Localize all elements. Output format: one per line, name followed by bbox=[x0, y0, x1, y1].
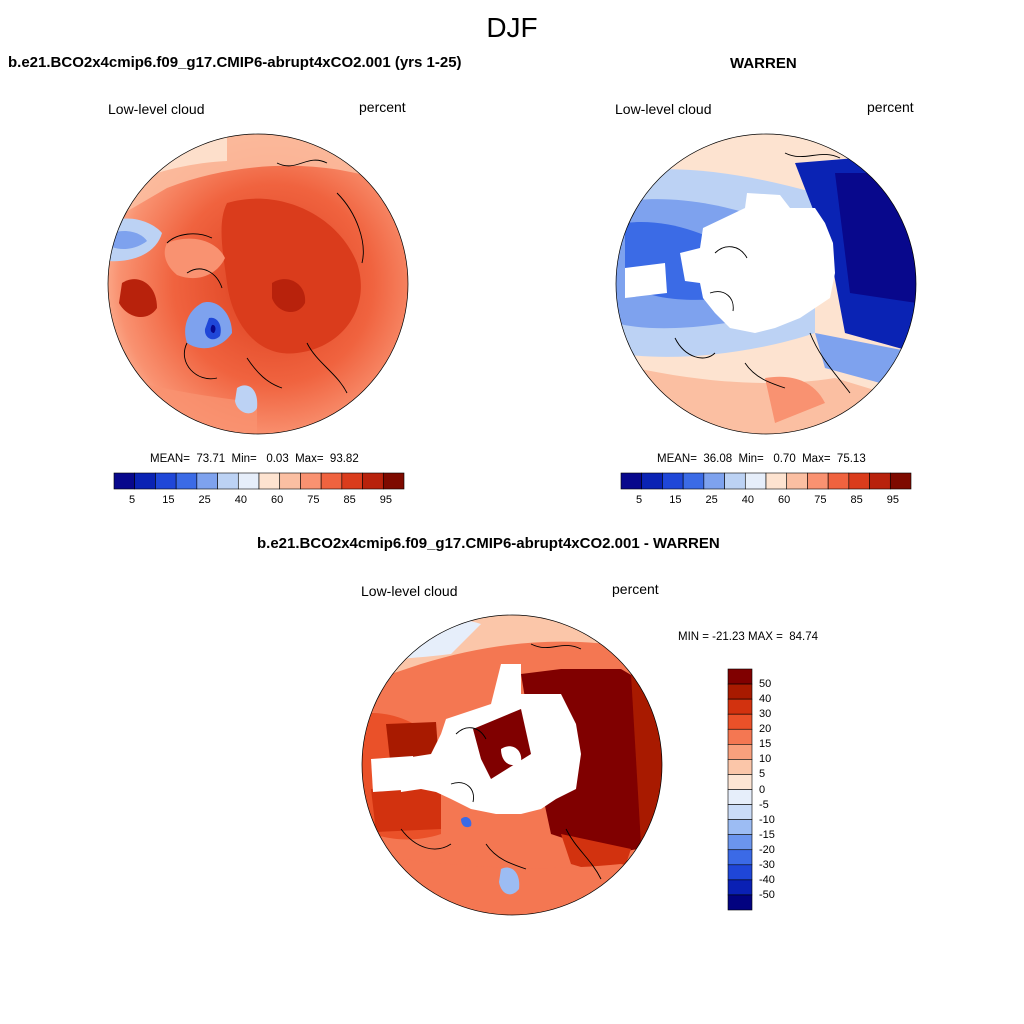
left-polar-map bbox=[107, 133, 409, 435]
colorbar-tick-label: -10 bbox=[759, 813, 775, 826]
right-polar-map bbox=[615, 133, 917, 435]
left-stats: MEAN= 73.71 Min= 0.03 Max= 93.82 bbox=[150, 453, 359, 465]
colorbar-swatch bbox=[341, 472, 363, 490]
colorbar-swatch bbox=[727, 683, 753, 700]
colorbar-swatch bbox=[807, 472, 829, 490]
colorbar-swatch bbox=[727, 819, 753, 835]
colorbar-swatch bbox=[237, 472, 260, 490]
colorbar-swatch bbox=[703, 472, 725, 490]
colorbar-swatch bbox=[869, 472, 891, 490]
colorbar-swatch bbox=[727, 774, 753, 790]
colorbar-swatch bbox=[620, 472, 643, 490]
right-units-label: percent bbox=[867, 99, 914, 115]
colorbar-tick-label: 15 bbox=[669, 494, 682, 506]
colorbar-tick-label: -50 bbox=[759, 888, 775, 901]
colorbar-swatch bbox=[727, 879, 753, 896]
colorbar-swatch bbox=[724, 472, 746, 490]
colorbar-swatch bbox=[827, 472, 850, 490]
colorbar-swatch bbox=[786, 472, 808, 490]
colorbar-swatch bbox=[382, 472, 405, 490]
colorbar-swatch bbox=[727, 864, 753, 881]
colorbar-tick-label: 50 bbox=[759, 678, 772, 691]
colorbar-tick-label: 95 bbox=[886, 494, 900, 506]
colorbar-swatch bbox=[682, 472, 705, 490]
colorbar-swatch bbox=[300, 472, 322, 490]
colorbar-swatch bbox=[765, 472, 788, 490]
colorbar-swatch bbox=[727, 849, 753, 866]
colorbar-tick-label: 5 bbox=[636, 494, 643, 506]
diff-polar-map bbox=[361, 614, 663, 916]
colorbar-tick-label: 15 bbox=[759, 738, 772, 751]
colorbar-swatch bbox=[113, 472, 136, 490]
colorbar-tick-label: -40 bbox=[759, 873, 775, 886]
diff-colorbar-ticks: 50 40 30 20 15 10 5 0 -5 -10 -15 -20 -30 -40 -50 bbox=[759, 669, 799, 910]
colorbar-swatch bbox=[279, 472, 301, 490]
left-colorbar bbox=[113, 472, 405, 490]
colorbar-swatch bbox=[641, 472, 663, 490]
colorbar-swatch bbox=[155, 472, 177, 490]
colorbar-swatch bbox=[217, 472, 239, 490]
colorbar-swatch bbox=[889, 472, 912, 490]
colorbar-tick-label: 25 bbox=[198, 494, 211, 506]
colorbar-tick-label: 40 bbox=[234, 494, 248, 506]
colorbar-swatch bbox=[727, 668, 753, 685]
colorbar-swatch bbox=[727, 698, 753, 715]
diff-colorbar bbox=[727, 668, 753, 911]
diff-minmax: MIN = -21.23 MAX = 84.74 bbox=[678, 631, 818, 643]
colorbar-tick-label: -5 bbox=[759, 798, 769, 811]
right-colorbar bbox=[620, 472, 912, 490]
colorbar-tick-label: 95 bbox=[379, 494, 393, 506]
colorbar-swatch bbox=[848, 472, 870, 490]
colorbar-swatch bbox=[134, 472, 156, 490]
colorbar-swatch bbox=[362, 472, 384, 490]
colorbar-tick-label: 85 bbox=[343, 494, 356, 506]
colorbar-tick-label: -20 bbox=[759, 843, 775, 856]
colorbar-tick-label: 75 bbox=[307, 494, 320, 506]
colorbar-swatch bbox=[727, 759, 753, 775]
right-panel-title: WARREN bbox=[730, 55, 797, 72]
colorbar-tick-label: 20 bbox=[759, 723, 772, 736]
left-field-label: Low-level cloud bbox=[108, 101, 205, 117]
colorbar-swatch bbox=[662, 472, 684, 490]
colorbar-swatch bbox=[727, 789, 753, 805]
colorbar-tick-label: 60 bbox=[270, 494, 284, 506]
colorbar-swatch bbox=[727, 804, 753, 820]
diff-panel-title: b.e21.BCO2x4cmip6.f09_g17.CMIP6-abrupt4x… bbox=[257, 535, 720, 552]
right-stats: MEAN= 36.08 Min= 0.70 Max= 75.13 bbox=[657, 453, 866, 465]
colorbar-tick-label: 85 bbox=[850, 494, 863, 506]
colorbar-swatch bbox=[175, 472, 198, 490]
right-colorbar-ticks: 5 15 25 40 60 75 85 95 bbox=[621, 494, 911, 508]
colorbar-swatch bbox=[727, 713, 753, 730]
colorbar-tick-label: 15 bbox=[162, 494, 175, 506]
colorbar-tick-label: 10 bbox=[759, 753, 772, 766]
colorbar-swatch bbox=[727, 744, 753, 760]
colorbar-tick-label: 5 bbox=[129, 494, 136, 506]
colorbar-tick-label: -15 bbox=[759, 828, 775, 841]
colorbar-tick-label: 60 bbox=[777, 494, 791, 506]
left-panel-title: b.e21.BCO2x4cmip6.f09_g17.CMIP6-abrupt4x… bbox=[8, 54, 462, 71]
left-units-label: percent bbox=[359, 99, 406, 115]
season-title: DJF bbox=[486, 12, 538, 43]
colorbar-tick-label: 30 bbox=[759, 708, 772, 721]
diff-field-label: Low-level cloud bbox=[361, 583, 458, 599]
colorbar-tick-label: 75 bbox=[814, 494, 827, 506]
colorbar-swatch bbox=[727, 834, 753, 851]
colorbar-tick-label: 5 bbox=[759, 768, 766, 781]
colorbar-tick-label: 40 bbox=[741, 494, 755, 506]
colorbar-tick-label: 40 bbox=[759, 693, 772, 706]
colorbar-swatch bbox=[320, 472, 343, 490]
colorbar-tick-label: -30 bbox=[759, 858, 775, 871]
colorbar-swatch bbox=[196, 472, 218, 490]
colorbar-swatch bbox=[727, 894, 753, 911]
colorbar-swatch bbox=[744, 472, 767, 490]
diff-units-label: percent bbox=[612, 581, 659, 597]
colorbar-swatch bbox=[258, 472, 281, 490]
colorbar-tick-label: 0 bbox=[759, 783, 766, 796]
right-field-label: Low-level cloud bbox=[615, 101, 712, 117]
colorbar-swatch bbox=[727, 728, 753, 745]
colorbar-tick-label: 25 bbox=[705, 494, 718, 506]
left-colorbar-ticks: 5 15 25 40 60 75 85 95 bbox=[114, 494, 404, 508]
